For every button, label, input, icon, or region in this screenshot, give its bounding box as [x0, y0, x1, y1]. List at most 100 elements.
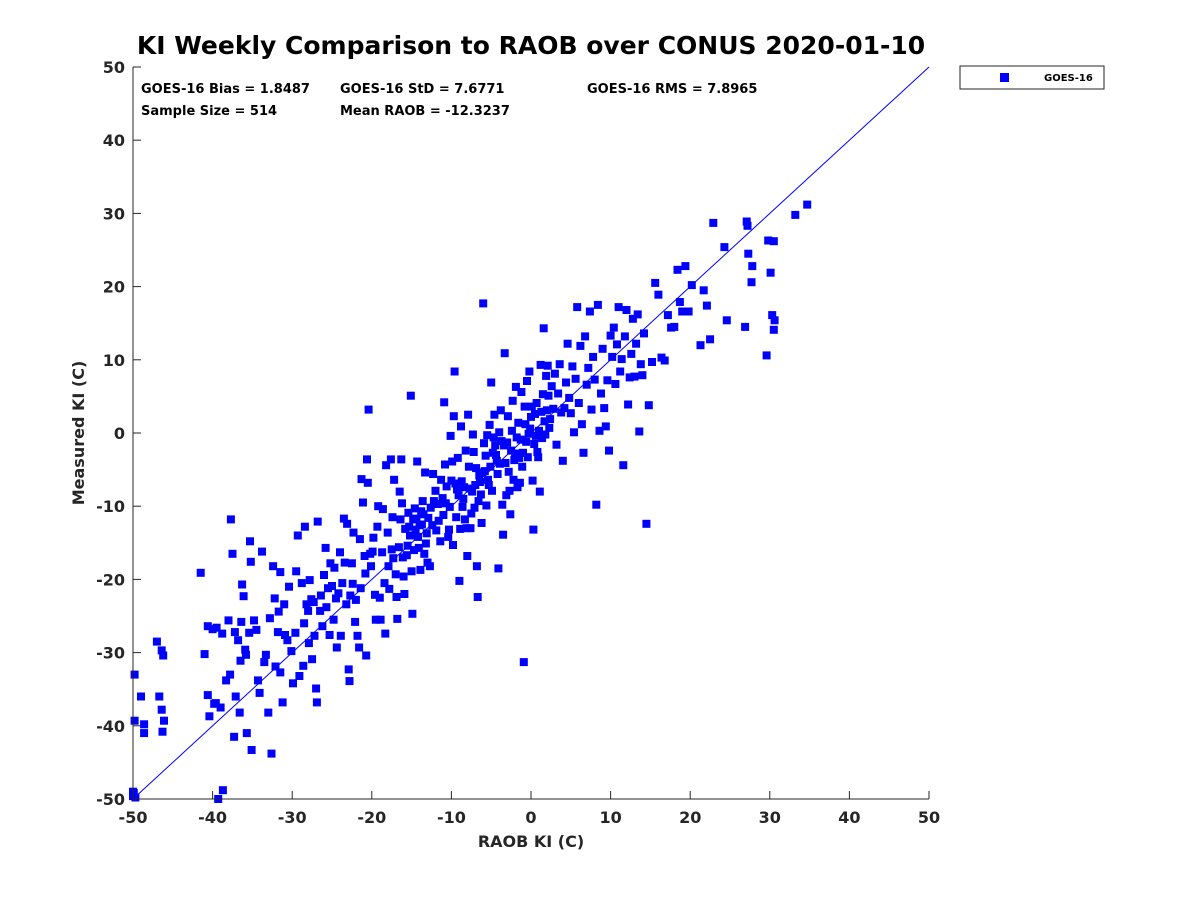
data-point	[334, 589, 343, 598]
data-point	[518, 462, 527, 471]
data-point	[381, 629, 390, 638]
data-point	[557, 408, 566, 417]
data-point	[507, 426, 516, 435]
data-point	[489, 433, 498, 442]
bias-annotation: GOES-16 Bias = 1.8487	[141, 82, 310, 97]
data-point	[320, 571, 328, 579]
data-point	[542, 406, 551, 415]
y-tick-label: -40	[96, 717, 125, 736]
data-point	[252, 625, 261, 634]
data-point	[632, 339, 641, 348]
data-point	[531, 410, 539, 418]
data-point	[203, 691, 212, 700]
data-point	[386, 455, 395, 464]
data-point	[152, 637, 161, 646]
data-point	[587, 405, 596, 414]
data-point	[247, 746, 256, 754]
data-point	[504, 467, 513, 476]
data-point	[481, 451, 490, 460]
data-point	[343, 519, 352, 528]
data-point	[484, 481, 493, 489]
data-point	[328, 582, 336, 590]
rms-annotation: GOES-16 RMS = 7.8965	[587, 82, 757, 97]
data-point	[463, 552, 472, 560]
data-point	[316, 591, 325, 600]
data-point	[231, 692, 240, 701]
data-point	[418, 497, 427, 506]
data-point	[235, 708, 244, 717]
data-point	[137, 692, 145, 701]
data-point	[295, 672, 304, 680]
data-point	[155, 692, 164, 701]
data-point	[536, 360, 545, 369]
data-point	[611, 380, 620, 388]
data-point	[260, 658, 269, 667]
data-point	[490, 410, 499, 419]
data-point	[264, 708, 273, 717]
data-point	[157, 705, 166, 714]
data-point	[593, 300, 602, 309]
data-point	[764, 236, 773, 245]
data-point	[803, 200, 812, 209]
data-point	[486, 462, 495, 471]
data-point	[673, 265, 682, 274]
data-point	[226, 515, 235, 524]
data-point	[441, 460, 449, 469]
data-point	[433, 500, 442, 508]
data-point	[299, 661, 308, 670]
data-point	[449, 541, 457, 549]
data-point	[432, 526, 441, 535]
data-point	[425, 562, 434, 571]
x-tick-label: -20	[357, 808, 386, 827]
data-point	[514, 418, 523, 427]
data-point	[748, 262, 757, 271]
data-point	[644, 401, 653, 410]
data-point	[226, 670, 235, 679]
data-point	[278, 698, 287, 707]
data-point	[230, 628, 239, 637]
data-point	[363, 455, 371, 464]
data-point	[506, 510, 515, 519]
data-point	[359, 498, 367, 507]
data-point	[525, 367, 534, 376]
std-annotation: GOES-16 StD = 7.6771	[340, 82, 504, 97]
data-point	[670, 322, 679, 331]
x-tick-label: 30	[759, 808, 781, 827]
data-point	[451, 479, 460, 488]
data-point	[390, 475, 399, 484]
data-point	[496, 406, 505, 415]
data-point	[309, 598, 318, 607]
data-point	[417, 520, 426, 529]
data-point	[473, 593, 482, 601]
data-point	[633, 310, 642, 319]
data-point	[291, 628, 300, 637]
data-point	[413, 457, 422, 466]
data-point	[389, 554, 398, 563]
data-point	[367, 562, 375, 571]
data-point	[476, 490, 485, 499]
data-point	[466, 524, 475, 533]
data-point	[527, 402, 536, 411]
data-point	[498, 500, 507, 509]
data-point	[638, 371, 647, 380]
data-point	[573, 303, 582, 312]
data-point	[563, 339, 572, 348]
data-point	[589, 352, 598, 361]
data-point	[472, 562, 481, 571]
y-tick-label: 40	[103, 131, 125, 150]
data-point	[242, 729, 251, 738]
data-point	[431, 486, 440, 495]
data-point	[287, 647, 296, 656]
data-point	[297, 579, 306, 588]
data-point	[585, 307, 594, 316]
data-point	[385, 584, 394, 593]
data-point	[346, 591, 355, 600]
data-point	[200, 650, 209, 659]
data-point	[601, 422, 610, 431]
data-point	[702, 301, 711, 310]
data-point	[440, 398, 449, 407]
data-point	[469, 448, 478, 456]
data-point	[218, 629, 227, 638]
data-point	[617, 355, 626, 364]
legend[interactable]: GOES-16	[959, 65, 1105, 90]
